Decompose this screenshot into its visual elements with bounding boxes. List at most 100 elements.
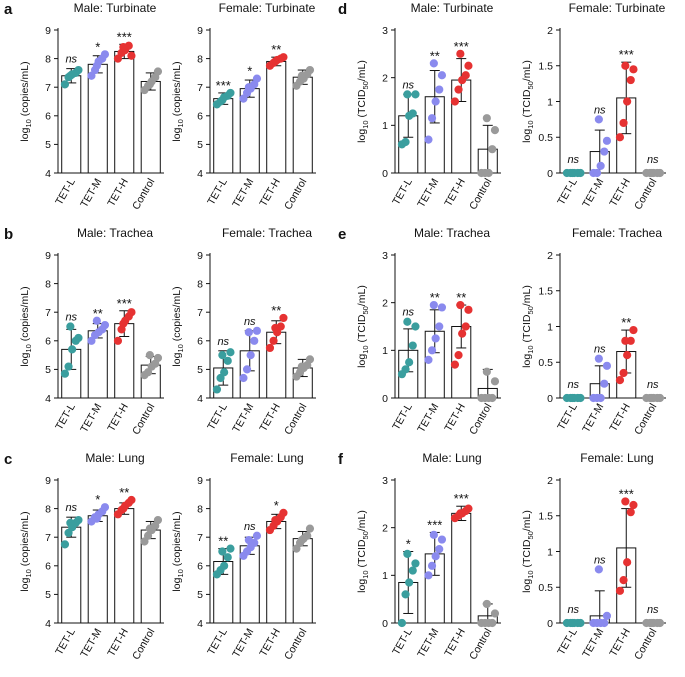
y-tick-label: 4	[45, 168, 51, 180]
y-tick-label: 7	[45, 82, 51, 94]
data-point-TET-L	[220, 368, 229, 377]
y-tick-label: 7	[197, 532, 203, 544]
bar-TET-H	[114, 508, 135, 624]
y-tick-label: 5	[197, 589, 203, 601]
data-point-TET-L	[223, 356, 232, 365]
data-point-TET-H	[454, 85, 463, 94]
significance-label: **	[218, 534, 228, 549]
data-point-TET-L	[401, 137, 410, 147]
significance-label: ns	[65, 312, 77, 324]
significance-label: ns	[402, 79, 414, 91]
y-tick-label: 7	[45, 307, 51, 319]
significance-label: *	[95, 39, 100, 54]
panel-7: e Male: Trachea 0 1 2 3 log10 (TCID50/mL) ns TET…	[338, 226, 501, 437]
bar-TET-H	[114, 50, 135, 174]
y-tick-label: 5	[45, 589, 51, 601]
significance-label: ***	[454, 491, 469, 506]
significance-label: ns	[647, 604, 659, 616]
x-tick-label: TET-H	[442, 177, 468, 209]
significance-label: ns	[594, 554, 606, 566]
panel-3: d Male: Turbinate 0 1 2 3 log10 (TCID50/mL) ns T…	[338, 1, 501, 212]
data-point-Control	[297, 362, 306, 371]
data-point-TET-L	[60, 80, 70, 89]
data-point-TET-L	[66, 518, 75, 528]
x-tick-label: TET-M	[580, 402, 606, 435]
data-point-TET-H	[450, 360, 460, 369]
y-tick-label: 0.5	[538, 582, 553, 594]
panel-title: Male: Trachea	[77, 226, 153, 240]
y-axis-label: log10 (copies/mL)	[171, 61, 185, 141]
y-tick-label: 8	[197, 53, 203, 65]
x-tick-label: TET-H	[257, 627, 283, 659]
data-point-TET-M	[92, 316, 101, 325]
data-point-TET-M	[429, 300, 438, 310]
data-point-TET-H	[119, 319, 128, 328]
data-point-TET-H	[454, 351, 463, 360]
x-tick-label: TET-H	[257, 177, 283, 209]
significance-label: **	[456, 290, 466, 305]
significance-label: ***	[117, 296, 132, 311]
y-axis-label: log10 (copies/mL)	[19, 511, 33, 591]
data-point-TET-L	[568, 168, 577, 178]
y-tick-label: 8	[197, 503, 203, 515]
panel-title: Female: Trachea	[222, 226, 312, 240]
significance-label: ns	[217, 336, 229, 348]
y-tick-label: 2	[547, 475, 553, 487]
y-tick-label: 0.5	[538, 132, 553, 144]
x-tick-label: TET-M	[78, 177, 104, 210]
data-point-TET-H	[271, 515, 280, 525]
y-tick-label: 9	[45, 250, 51, 262]
y-tick-label: 1.5	[538, 61, 553, 73]
data-point-Control	[305, 524, 315, 533]
significance-label: ns	[567, 604, 579, 616]
y-tick-label: 9	[197, 25, 203, 37]
panel-11: f Male: Lung 0 1 2 3 log10 (TCID50/mL) * TET-L **…	[338, 451, 501, 662]
panel-title: Male: Lung	[85, 451, 144, 465]
y-tick-label: 9	[45, 25, 51, 37]
y-tick-label: 2	[382, 522, 388, 534]
data-point-TET-H	[271, 323, 280, 333]
x-tick-label: TET-H	[607, 402, 633, 434]
y-tick-label: 4	[197, 393, 203, 405]
data-point-TET-L	[60, 369, 70, 378]
y-tick-label: 1	[382, 345, 388, 357]
significance-label: **	[93, 306, 103, 321]
data-point-TET-H	[615, 133, 625, 142]
data-point-TET-L	[74, 65, 83, 75]
data-point-TET-H	[629, 325, 638, 335]
data-point-TET-H	[127, 495, 136, 505]
x-tick-label: TET-H	[257, 402, 283, 434]
y-axis-label: log10 (TCID50/mL)	[521, 60, 535, 143]
data-point-TET-H	[265, 343, 275, 353]
data-point-TET-H	[623, 351, 632, 360]
y-tick-label: 4	[197, 168, 203, 180]
data-point-TET-L	[408, 109, 417, 118]
data-point-Control	[303, 531, 312, 540]
data-point-TET-L	[212, 385, 222, 394]
data-point-TET-H	[127, 51, 136, 60]
data-point-TET-L	[223, 553, 232, 562]
data-point-TET-H	[456, 300, 465, 310]
x-tick-label: TET-L	[390, 626, 415, 657]
x-tick-label: TET-H	[105, 402, 131, 434]
data-point-Control	[305, 65, 315, 75]
x-tick-label: TET-M	[78, 627, 104, 660]
significance-label: **	[271, 42, 281, 57]
y-tick-label: 5	[197, 139, 203, 151]
data-point-TET-M	[602, 136, 612, 145]
data-point-Control	[655, 168, 665, 178]
data-point-TET-M	[431, 552, 440, 561]
data-point-TET-M	[92, 61, 101, 70]
y-tick-label: 0	[547, 168, 553, 180]
data-point-TET-H	[629, 65, 638, 74]
panel-title: Female: Lung	[230, 451, 303, 465]
data-point-TET-M	[87, 71, 96, 80]
data-point-Control	[647, 393, 656, 403]
data-point-TET-M	[592, 168, 602, 178]
y-axis-label: log10 (TCID50/mL)	[521, 285, 535, 368]
y-tick-label: 3	[382, 25, 388, 37]
data-point-TET-L	[401, 365, 410, 374]
data-point-Control	[484, 168, 493, 178]
